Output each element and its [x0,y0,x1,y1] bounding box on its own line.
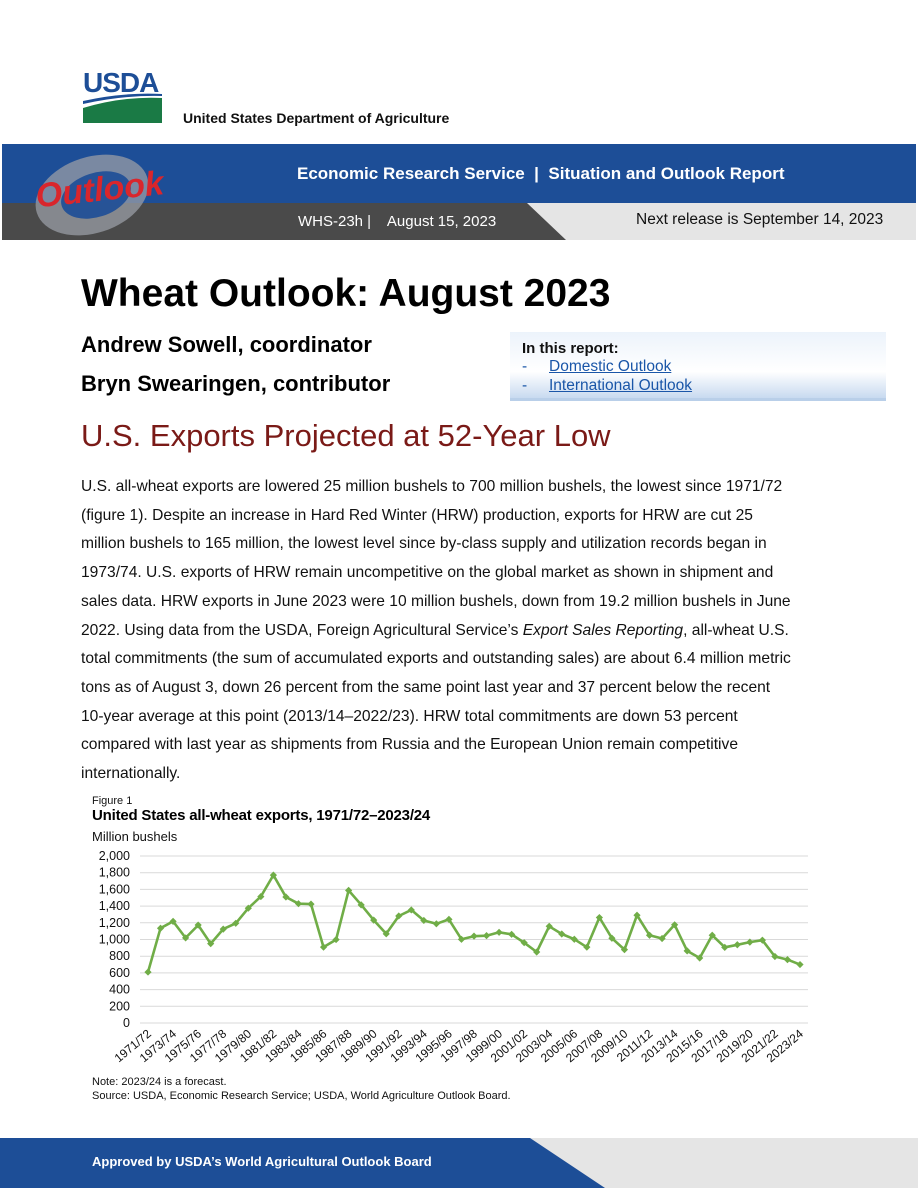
y-tick-label: 200 [109,999,130,1013]
report-id: WHS-23h | August 15, 2023 [298,213,497,230]
paragraph-line: 10-year average at this point (2013/14–2… [81,707,738,725]
data-point [558,930,566,938]
paragraph-line: 1973/74. U.S. exports of HRW remain unco… [81,564,774,582]
usda-logo: USDA [83,67,163,124]
y-tick-label: 800 [109,949,130,963]
data-point [608,934,616,942]
svg-text:USDA: USDA [83,68,159,98]
data-point [721,943,729,951]
exports-line-chart: 0 200 400 600 800 1,000 1,200 1,400 1,600 1,800 2,… [99,849,808,1065]
domestic-outlook-link[interactable]: Domestic Outlook [549,358,672,375]
data-point [395,912,403,920]
paragraph-line: U.S. all-wheat exports are lowered 25 mi… [81,478,783,495]
y-tick-label: 600 [109,966,130,980]
figure-label: Figure 1 [92,795,133,807]
outlook-logo: Outlook [28,140,188,240]
next-release-date: Next release is September 14, 2023 [636,211,884,228]
svg-text:Outlook: Outlook [34,164,168,215]
page-title: Wheat Outlook: August 2023 [81,272,611,315]
data-point [457,935,466,943]
paragraph-line: internationally. [81,765,181,783]
in-this-report-title: In this report: [522,340,619,357]
list-dash: - [522,377,528,394]
y-tick-label: 1,800 [99,866,130,880]
data-point [432,920,440,928]
data-point [796,960,804,969]
data-point [508,930,516,938]
data-point [482,932,491,940]
author-coordinator: Andrew Sowell, coordinator [81,332,372,357]
figure-note: Note: 2023/24 is a forecast. [92,1076,227,1088]
banner-top-bar [2,144,916,203]
data-point [307,900,315,908]
line-text: 2022. Using data from the USDA, Foreign … [81,621,523,639]
data-point [545,922,553,930]
data-point [583,943,591,951]
data-point [696,954,704,962]
data-point [194,921,202,929]
data-point [495,928,503,936]
data-point [219,925,227,933]
paragraph-line: million bushels to 165 million, the lowe… [81,535,767,553]
y-tick-label: 2,000 [99,849,130,863]
data-point [207,940,215,948]
paragraph-line: sales data. HRW exports in June 2023 wer… [81,592,791,610]
y-tick-label: 1,200 [99,916,130,930]
data-point [520,939,528,947]
data-point [746,938,754,946]
data-point [420,916,428,925]
figure-title: United States all-wheat exports, 1971/72… [92,807,431,824]
data-point [332,935,340,944]
footer-approval-text: Approved by USDA’s World Agricultural Ou… [92,1154,432,1169]
paragraph-line: (figure 1). Despite an increase in Hard … [81,506,753,524]
paragraph-line: 2022. Using data from the USDA, Foreign … [81,617,841,646]
data-point [470,932,478,940]
export-sales-reporting-title: Export Sales Reporting [522,621,684,639]
data-point [733,941,741,949]
report-link-row: - International Outlook [522,377,692,395]
y-tick-label: 1,600 [99,882,130,896]
data-point [345,886,353,895]
data-point [758,936,766,944]
figure-source: Source: USDA, Economic Research Service;… [92,1090,511,1102]
data-point [783,956,792,964]
footer-blue-band [0,1138,605,1188]
data-point [244,904,252,912]
international-outlook-link[interactable]: International Outlook [549,377,693,394]
paragraph-line: compared with last year as shipments fro… [81,736,738,754]
paragraph-line: total commitments (the sum of accumulate… [81,650,791,668]
figure-unit-label: Million bushels [92,829,178,844]
y-tick-label: 1,000 [99,933,130,947]
list-dash: - [522,358,528,375]
y-tick-label: 0 [123,1016,130,1030]
report-link-row: - Domestic Outlook [522,358,671,376]
paragraph-line: tons as of August 3, down 26 percent fro… [81,678,771,696]
line-text: , all-wheat U.S. [683,621,789,639]
data-point [144,968,152,976]
author-contributor: Bryn Swearingen, contributor [81,371,391,396]
data-point [357,901,365,909]
section-heading: U.S. Exports Projected at 52-Year Low [81,418,611,453]
y-tick-label: 400 [109,983,130,997]
department-name: United States Department of Agriculture [183,110,450,126]
data-point [570,935,578,943]
banner-title: Economic Research Service | Situation an… [297,164,785,183]
data-point [595,913,603,922]
data-point [169,917,177,925]
y-tick-label: 1,400 [99,899,130,913]
in-this-report-box: In this report: - Domestic Outlook - Inter… [510,332,886,401]
body-paragraph: U.S. all-wheat exports are lowered 25 mi… [81,473,841,789]
data-point [771,952,779,961]
